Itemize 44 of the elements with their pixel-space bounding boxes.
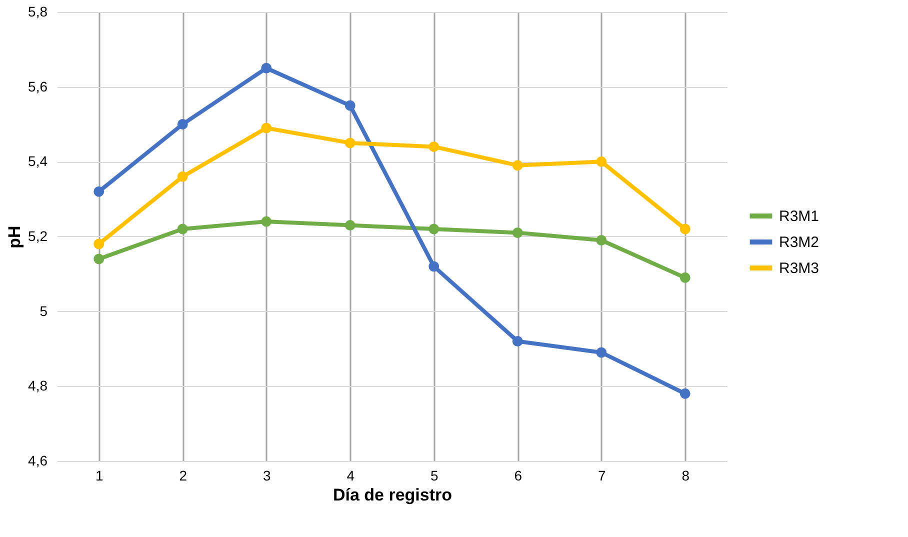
legend-label: R3M2 <box>779 234 820 251</box>
x-axis-title: Día de registro <box>332 486 452 504</box>
x-tick-label: 4 <box>346 468 355 484</box>
x-tick-label: 2 <box>179 468 188 484</box>
point <box>596 156 607 167</box>
point <box>680 224 690 234</box>
point <box>261 216 272 227</box>
point <box>344 100 356 111</box>
point <box>177 119 188 130</box>
y-axis-title: pH <box>5 226 24 248</box>
point <box>261 62 272 74</box>
y-tick-label: 5,8 <box>28 4 48 20</box>
x-tick-label: 3 <box>262 468 271 484</box>
point <box>596 347 607 358</box>
point <box>428 261 440 272</box>
point <box>596 235 607 246</box>
point <box>428 141 440 152</box>
point <box>261 122 272 134</box>
x-tick-label: 7 <box>598 468 606 484</box>
y-tick-label: 4,8 <box>28 378 48 394</box>
point <box>680 272 690 283</box>
x-tick-label: 1 <box>95 468 104 484</box>
point <box>177 224 188 234</box>
x-tick-label: 8 <box>682 468 690 484</box>
y-tick-label: 5 <box>40 302 48 319</box>
point <box>512 336 523 346</box>
point <box>94 238 104 250</box>
x-tick-label: 6 <box>514 468 522 484</box>
point <box>94 254 104 264</box>
point <box>94 186 104 197</box>
y-tick-label: 4,6 <box>28 452 48 468</box>
y-tick-label: 5,6 <box>28 78 48 94</box>
y-tick-label: 5,2 <box>28 228 48 244</box>
point <box>512 160 523 171</box>
point <box>344 220 356 231</box>
point <box>344 138 356 148</box>
legend-label: R3M1 <box>779 208 820 225</box>
y-tick-label: 5,4 <box>28 153 48 170</box>
point <box>428 224 440 234</box>
point <box>512 228 523 238</box>
point <box>680 388 690 399</box>
x-tick-label: 5 <box>430 468 438 484</box>
point <box>177 171 188 182</box>
legend-label: R3M3 <box>779 260 820 277</box>
